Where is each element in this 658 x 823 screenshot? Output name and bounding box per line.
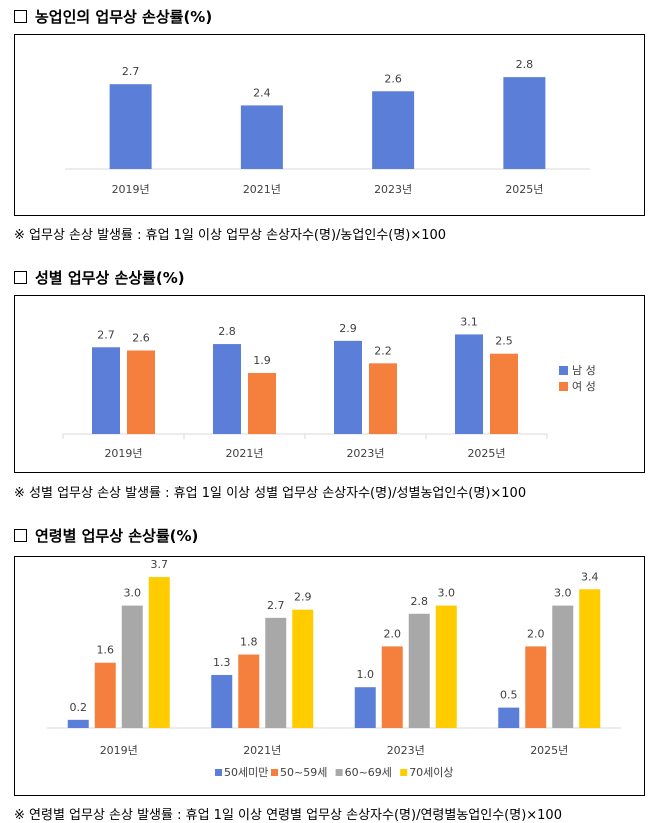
bar [265,617,287,728]
data-label: 1.6 [97,644,115,657]
bar [127,350,155,434]
bar [525,646,547,728]
legend-label: 50세미만 [224,766,268,779]
legend-swatch [215,769,222,776]
bar [579,589,601,728]
bar [148,577,170,728]
data-label: 3.0 [438,587,456,600]
checkbox-square-icon [14,529,27,542]
data-label: 2.7 [97,328,115,341]
legend-swatch [271,769,278,776]
section-title-text: 연령별 업무상 손상률(%) [35,527,199,545]
bar [211,674,233,728]
data-label: 2.8 [411,595,429,608]
data-label: 2.0 [527,627,545,640]
data-label: 2.5 [495,335,513,348]
checkbox-square-icon [14,10,27,23]
data-label: 3.7 [151,558,169,571]
bar [408,613,430,728]
category-tick-label: 2025년 [530,744,568,757]
bar [248,372,276,434]
bar [238,654,260,728]
bar [369,363,397,434]
overall-injury-rate-chart: 2.7 2019년 2.4 2021년 2.6 2023년 2.8 2025년 [14,34,645,216]
bar [334,340,362,434]
gender-injury-rate-chart: 2.7 2.6 2019년 2.8 1.9 2021년 2.9 2.2 2023년 3.1 2.5 2… [14,295,645,473]
data-label: 2.9 [339,322,357,335]
data-label: 3.1 [460,315,478,328]
legend-swatch [335,769,343,776]
bar [354,687,376,728]
data-label: 0.5 [500,689,518,702]
chart-svg: 2.7 2.6 2019년 2.8 1.9 2021년 2.9 2.2 2023년 3.1 2.5 2… [62,315,596,460]
data-label: 2.6 [132,331,150,344]
category-tick-label: 2019년 [112,183,150,196]
legend-label: 50~59세 [280,766,327,779]
category-tick-label: 2025년 [505,183,543,196]
data-label: 3.0 [554,587,572,600]
legend-label: 여 성 [572,380,596,393]
section-title-overall: 농업인의 업무상 손상률(%) [14,6,212,27]
bar [455,334,483,434]
section-title-text: 성별 업무상 손상률(%) [35,269,185,287]
bar [552,605,574,728]
chart-note: ※ 연령별 업무상 손상 발생률 : 휴업 1일 이상 연령별 업무상 손상자수… [14,808,562,823]
data-label: 1.8 [240,636,258,649]
section-title-text: 농업인의 업무상 손상률(%) [35,8,213,26]
checkbox-square-icon [14,271,27,284]
data-label: 3.4 [581,570,599,583]
bar [498,707,520,728]
bar [240,105,283,169]
chart-note: ※ 업무상 손상 발생률 : 휴업 1일 이상 업무상 손상자수(명)/농업인수… [14,228,447,243]
bar [435,605,457,728]
category-tick-label: 2021년 [243,744,281,757]
bar [381,646,403,728]
chart-svg: 0.2 1.6 3.0 3.7 2019년 1.3 1.8 2.7 2.9 2021년 1.0 2.0… [47,558,621,779]
data-label: 0.2 [70,701,88,714]
data-label: 2.7 [122,65,140,78]
bar [372,91,415,169]
data-label: 2.0 [384,627,402,640]
data-label: 2.8 [516,58,534,71]
bar [92,347,120,434]
category-tick-label: 2019년 [104,447,142,460]
bar [490,353,518,434]
data-label: 2.7 [267,599,285,612]
data-label: 1.9 [253,354,271,367]
legend-label: 남 성 [572,364,596,377]
category-tick-label: 2021년 [225,447,263,460]
data-label: 1.0 [357,668,375,681]
legend-label: 70세이상 [409,766,453,779]
data-label: 1.3 [213,656,231,669]
data-label: 2.8 [218,325,236,338]
chart-svg: 2.7 2019년 2.4 2021년 2.6 2023년 2.8 2025년 [65,58,590,196]
section-title-gender: 성별 업무상 손상률(%) [14,267,185,288]
age-injury-rate-chart: 0.2 1.6 3.0 3.7 2019년 1.3 1.8 2.7 2.9 2021년 1.0 2.0… [14,556,645,796]
category-tick-label: 2023년 [346,447,384,460]
legend-swatch [400,769,408,776]
bar [109,84,152,169]
category-tick-label: 2021년 [243,183,281,196]
legend-swatch [559,382,568,391]
section-title-age: 연령별 업무상 손상률(%) [14,525,198,546]
bar [213,344,241,434]
category-tick-label: 2019년 [100,744,138,757]
data-label: 2.4 [253,86,271,99]
bar [503,77,546,169]
data-label: 2.6 [384,72,402,85]
category-tick-label: 2025년 [467,447,505,460]
data-label: 2.9 [294,591,312,604]
category-tick-label: 2023년 [387,744,425,757]
legend-swatch [559,366,568,375]
bar [67,719,89,728]
category-tick-label: 2023년 [374,183,412,196]
data-label: 3.0 [124,587,142,600]
bar [94,662,116,728]
bar [292,609,314,728]
data-label: 2.2 [374,344,392,357]
bar [121,605,143,728]
chart-note: ※ 성별 업무상 손상 발생률 : 휴업 1일 이상 성별 업무상 손상자수(명… [14,486,527,501]
legend-label: 60~69세 [345,766,392,779]
